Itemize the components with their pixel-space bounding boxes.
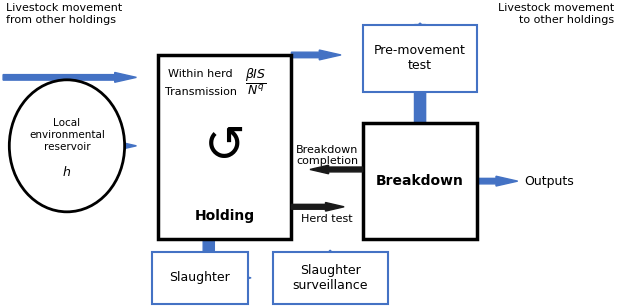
Bar xyxy=(273,252,388,304)
Bar xyxy=(152,252,248,304)
Text: Herd test: Herd test xyxy=(301,215,353,224)
Text: Within herd: Within herd xyxy=(169,69,233,79)
FancyArrow shape xyxy=(229,273,251,283)
FancyArrow shape xyxy=(320,250,340,261)
Bar xyxy=(363,123,477,239)
FancyArrow shape xyxy=(3,72,136,82)
Bar xyxy=(363,25,477,92)
Text: Outputs: Outputs xyxy=(524,175,574,188)
Ellipse shape xyxy=(9,80,125,212)
FancyArrow shape xyxy=(410,92,430,134)
Text: Livestock movement
to other holdings: Livestock movement to other holdings xyxy=(497,3,614,25)
Text: Transmission: Transmission xyxy=(165,87,237,97)
Text: Holding: Holding xyxy=(195,208,255,223)
Text: Breakdown
completion: Breakdown completion xyxy=(296,145,358,166)
Text: ↺: ↺ xyxy=(204,123,246,171)
Text: Local
environmental
reservoir: Local environmental reservoir xyxy=(29,119,105,152)
Text: Pre-movement
test: Pre-movement test xyxy=(374,44,466,72)
Text: Slaughter
surveillance: Slaughter surveillance xyxy=(293,264,368,292)
FancyArrow shape xyxy=(291,50,341,60)
FancyArrow shape xyxy=(291,203,344,211)
FancyArrow shape xyxy=(199,239,219,262)
FancyArrow shape xyxy=(410,23,430,34)
Text: Slaughter: Slaughter xyxy=(170,271,230,284)
Text: Breakdown: Breakdown xyxy=(376,174,464,188)
Text: $h$: $h$ xyxy=(63,165,71,179)
FancyArrow shape xyxy=(115,141,136,151)
FancyArrow shape xyxy=(310,165,363,174)
Bar xyxy=(158,55,291,239)
FancyArrow shape xyxy=(477,176,518,186)
Text: Livestock movement
from other holdings: Livestock movement from other holdings xyxy=(6,3,123,25)
Text: $\dfrac{\beta IS}{N^q}$: $\dfrac{\beta IS}{N^q}$ xyxy=(245,67,266,97)
